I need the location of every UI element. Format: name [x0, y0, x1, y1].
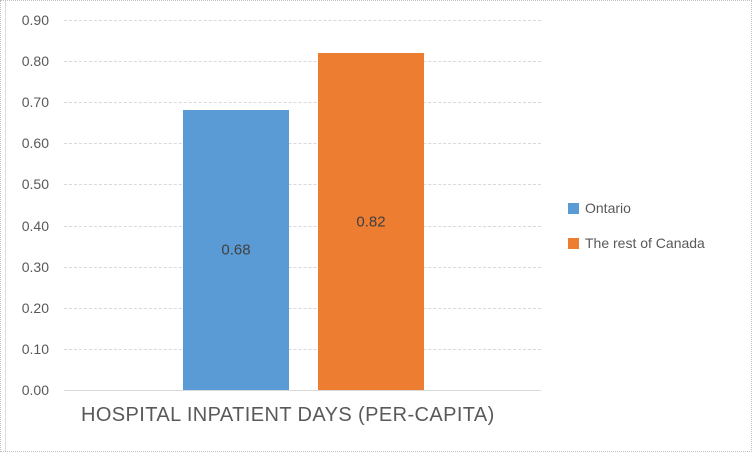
legend-item-the-rest-of-canada[interactable]: The rest of Canada: [568, 231, 705, 255]
chart-title[interactable]: HOSPITAL INPATIENT DAYS (PER-CAPITA): [81, 404, 495, 426]
legend-item-ontario[interactable]: Ontario: [568, 196, 705, 220]
horizontal-gridline: [64, 102, 541, 103]
horizontal-gridline: [64, 226, 541, 227]
bar-ontario[interactable]: 0.68: [183, 110, 289, 390]
y-axis-tick-label: 0.80: [21, 53, 49, 69]
y-axis-tick-label: 0.60: [21, 135, 49, 151]
horizontal-gridline: [64, 20, 541, 21]
bar-the-rest-of-canada[interactable]: 0.82: [318, 53, 424, 390]
horizontal-gridline: [64, 61, 541, 62]
y-axis-tick-label: 0.20: [21, 300, 49, 316]
horizontal-gridline: [64, 143, 541, 144]
legend-swatch-icon: [568, 202, 579, 214]
legend-item-label: Ontario: [585, 200, 631, 216]
legend-item-label: The rest of Canada: [585, 235, 705, 251]
horizontal-gridline: [64, 267, 541, 268]
y-axis-tick-label: 0.10: [21, 341, 49, 357]
y-axis-tick-label: 0.40: [21, 218, 49, 234]
worksheet-gridline: [5, 1, 6, 451]
horizontal-gridline: [64, 349, 541, 350]
bar-data-label: 0.82: [356, 213, 386, 230]
horizontal-gridline: [64, 184, 541, 185]
y-axis-tick-label: 0.90: [21, 12, 49, 28]
horizontal-gridline: [64, 308, 541, 309]
legend-swatch-icon: [568, 237, 579, 249]
y-axis-tick-label: 0.50: [21, 176, 49, 192]
y-axis-tick-label: 0.30: [21, 259, 49, 275]
legend: Ontario The rest of Canada: [568, 196, 705, 266]
bar-data-label: 0.68: [221, 241, 251, 259]
y-axis-tick-label: 0.70: [21, 94, 49, 110]
y-axis-tick-label: 0.00: [21, 382, 49, 398]
x-axis-line: [64, 390, 541, 391]
